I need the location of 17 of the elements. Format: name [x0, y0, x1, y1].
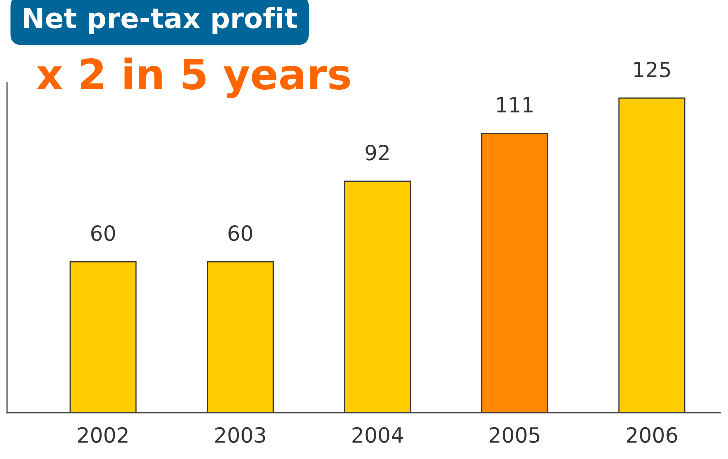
data-label: 125: [634, 62, 670, 78]
bar: [207, 261, 274, 414]
bar: [344, 180, 412, 414]
x-tick-label: 2005: [490, 427, 540, 444]
data-label: 60: [92, 226, 116, 242]
bar: [70, 261, 137, 414]
data-label: 60: [228, 226, 252, 242]
bar: [481, 133, 548, 414]
text: x 2 in 5 years: [37, 58, 350, 98]
chart-title: Net pre-tax profit: [24, 7, 298, 34]
bar: [618, 98, 686, 414]
data-label: 111: [497, 97, 533, 113]
x-tick-label: 2006: [627, 427, 678, 444]
x-tick-label: 2002: [78, 427, 128, 444]
data-label: 92: [366, 144, 389, 161]
x-tick-label: 2003: [216, 427, 266, 444]
x-tick-label: 2004: [352, 427, 404, 444]
